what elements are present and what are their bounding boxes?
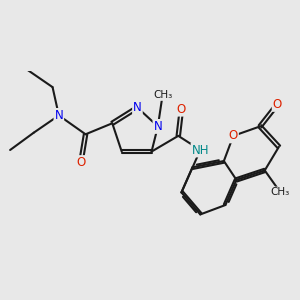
Text: O: O (229, 129, 238, 142)
Text: N: N (133, 101, 142, 114)
Text: N: N (154, 120, 162, 133)
Text: O: O (76, 156, 86, 169)
Text: N: N (55, 109, 63, 122)
Text: CH₃: CH₃ (271, 188, 290, 197)
Text: NH: NH (191, 143, 209, 157)
Text: O: O (273, 98, 282, 111)
Text: O: O (177, 103, 186, 116)
Text: CH₃: CH₃ (153, 90, 172, 100)
